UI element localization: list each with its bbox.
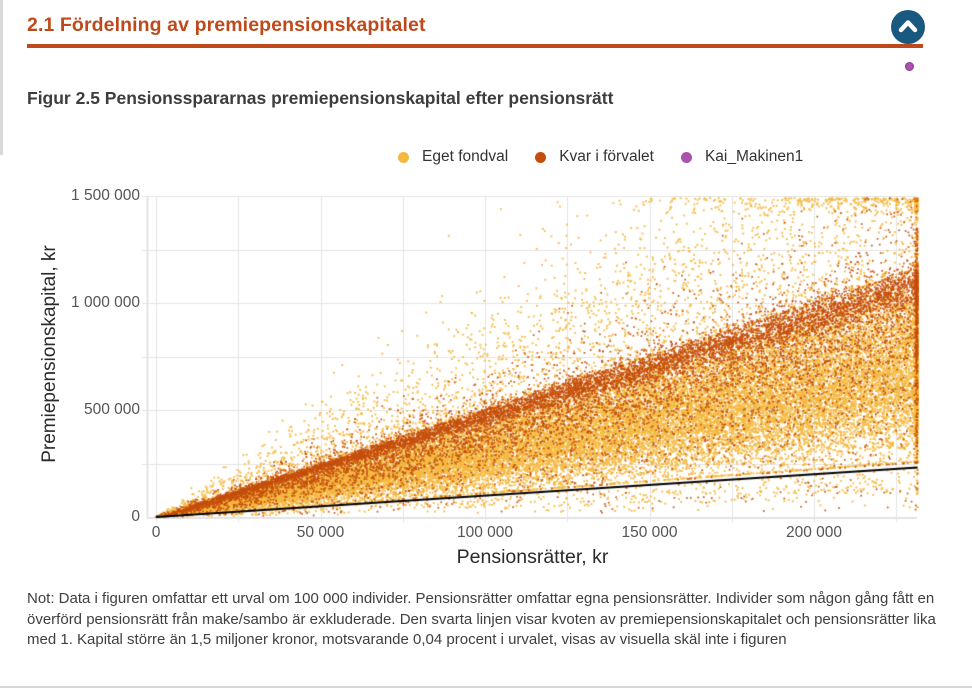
section-heading: 2.1 Fördelning av premiepensionskapitale… bbox=[27, 14, 426, 36]
figure-title: Figur 2.5 Pensionsspararnas premiepensio… bbox=[27, 88, 614, 108]
scroll-to-top-button[interactable] bbox=[891, 10, 925, 44]
legend-item-eget-fondval[interactable]: Eget fondval bbox=[398, 148, 508, 166]
bottom-divider bbox=[0, 686, 972, 688]
x-axis-title: Pensionsrätter, kr bbox=[456, 546, 609, 568]
y-tick-label: 500 000 bbox=[83, 401, 140, 418]
y-tick-label: 1 000 000 bbox=[71, 294, 140, 311]
x-tick-label: 50 000 bbox=[296, 524, 345, 541]
chevron-up-icon bbox=[891, 10, 925, 44]
y-axis-title: Premiepensionskapital, kr bbox=[39, 245, 60, 463]
legend-dot-icon bbox=[398, 151, 409, 163]
legend-label: Eget fondval bbox=[422, 148, 509, 165]
x-tick-label: 100 000 bbox=[456, 524, 514, 541]
stray-scatter-point-kai-makinen1 bbox=[905, 62, 914, 71]
x-tick-label: 150 000 bbox=[621, 524, 678, 541]
legend-dot-icon bbox=[680, 151, 692, 163]
legend-label: Kvar i förvalet bbox=[559, 148, 654, 165]
heading-rule bbox=[27, 44, 923, 48]
legend-item-kai-makinen1[interactable]: Kai_Makinen1 bbox=[680, 148, 804, 166]
page-edge-strip bbox=[0, 0, 3, 155]
y-tick-label: 0 bbox=[131, 508, 140, 525]
legend-dot-icon bbox=[535, 151, 547, 163]
x-tick-label: 200 000 bbox=[785, 524, 843, 541]
legend-label: Kai_Makinen1 bbox=[704, 148, 804, 165]
legend-item-kvar-i-forvalet[interactable]: Kvar i förvalet bbox=[535, 148, 654, 166]
x-tick-label: 0 bbox=[151, 524, 161, 541]
figure-note: Not: Data i figuren omfattar ett urval o… bbox=[27, 590, 936, 649]
y-tick-label: 1 500 000 bbox=[71, 187, 140, 204]
chart-legend: Eget fondval Kvar i förvalet Kai_Makinen… bbox=[398, 148, 803, 166]
